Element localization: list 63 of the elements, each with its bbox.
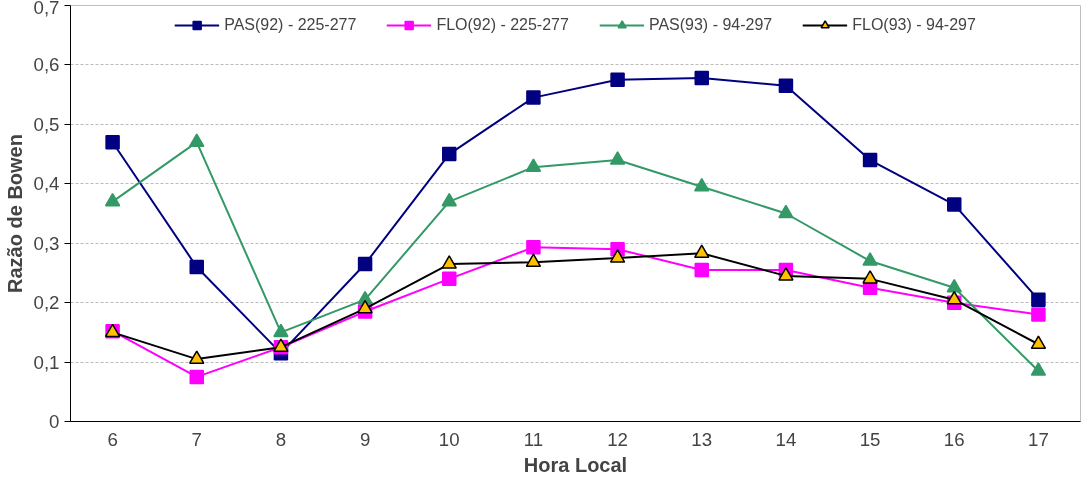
y-tick-label: 0,3 — [33, 232, 60, 254]
point — [441, 255, 457, 269]
x-tick-label: 10 — [438, 428, 460, 450]
point — [273, 323, 289, 338]
x-tick-label: 17 — [1028, 428, 1049, 450]
x-tick-label: 7 — [191, 428, 202, 450]
point — [946, 290, 962, 305]
point — [357, 256, 373, 272]
x-tick-label: 15 — [859, 428, 881, 450]
y-tick-label: 0,2 — [33, 292, 60, 314]
point — [1030, 362, 1047, 376]
point — [694, 262, 709, 278]
x-tick-label: 16 — [943, 428, 965, 450]
legend-label: PAS(92) - 225-277 — [224, 16, 357, 34]
y-tick-label: 0,7 — [33, 0, 60, 18]
y-tick-label: 0,6 — [33, 54, 60, 76]
point — [189, 259, 204, 275]
point — [189, 350, 205, 364]
x-tick-label: 12 — [607, 428, 628, 450]
x-tick-label: 8 — [275, 428, 287, 450]
point — [441, 192, 457, 207]
point — [189, 133, 205, 147]
legend-label: PAS(93) - 94-297 — [648, 16, 773, 34]
point — [778, 204, 794, 219]
point — [526, 90, 541, 105]
point — [442, 271, 457, 287]
point — [694, 70, 709, 86]
y-tick-label: 0,4 — [33, 173, 60, 195]
point — [862, 152, 878, 168]
point — [105, 134, 120, 150]
x-tick-label: 13 — [691, 428, 713, 450]
x-tick-label: 14 — [775, 428, 797, 450]
point — [609, 249, 626, 263]
y-tick-label: 0,5 — [33, 113, 60, 135]
point — [610, 72, 625, 88]
point — [946, 278, 962, 293]
point — [525, 158, 542, 172]
point — [778, 78, 794, 93]
point — [104, 192, 121, 207]
point — [189, 369, 204, 385]
point — [1031, 292, 1046, 307]
point — [1031, 307, 1046, 322]
point — [442, 146, 457, 162]
point — [862, 252, 878, 266]
point — [525, 253, 542, 268]
x-tick-label: 9 — [359, 428, 371, 450]
legend-label: FLO(93) - 94-297 — [852, 16, 976, 34]
point — [1030, 335, 1047, 350]
point — [862, 270, 878, 284]
y-tick-label: 0 — [49, 411, 60, 432]
x-tick-label: 11 — [523, 428, 544, 450]
x-tick-label: 6 — [107, 428, 118, 450]
y-tick-label: 0,1 — [33, 351, 60, 373]
point — [526, 240, 541, 255]
x-axis-title: Hora Local — [523, 453, 628, 476]
point — [778, 267, 794, 281]
point — [357, 299, 373, 314]
y-axis-title: Razão de Bowen — [3, 134, 26, 293]
point — [694, 177, 710, 192]
point — [609, 151, 626, 165]
point — [694, 244, 710, 259]
legend-label: FLO(92) - 225-277 — [436, 16, 569, 34]
point — [947, 197, 962, 212]
